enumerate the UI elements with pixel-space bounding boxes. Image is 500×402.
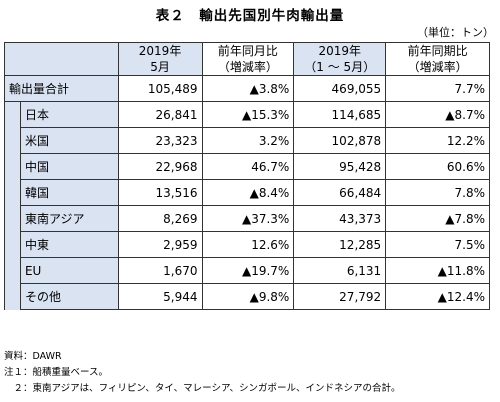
- row-label: 東南アジア: [19, 205, 119, 233]
- table-row: 韓国 13,516 ▲8.4% 66,484 7.8%: [5, 179, 490, 207]
- cell-may: 105,489: [117, 75, 203, 103]
- row-label: 輸出量合計: [4, 75, 119, 103]
- cell-yoy-month: 3.2%: [201, 127, 295, 155]
- header-ytd-line2: （1 ～ 5月）: [304, 60, 376, 75]
- header-yoy-month-line2: （増減率）: [217, 60, 278, 75]
- header-corner: [4, 41, 119, 77]
- table-row: 東南アジア 8,269 ▲37.3% 43,373 ▲7.8%: [5, 205, 490, 233]
- cell-yoy-month: ▲37.3%: [201, 205, 295, 233]
- cell-ytd: 6,131: [293, 257, 387, 285]
- header-yoy-period-line2: （増減率）: [407, 60, 468, 75]
- cell-yoy-period: ▲11.8%: [385, 257, 490, 285]
- cell-yoy-period: 60.6%: [385, 153, 490, 181]
- unit-label: （単位：トン）: [417, 26, 494, 39]
- cell-ytd: 114,685: [293, 101, 387, 129]
- footnote-2: ２：東南アジアは、フィリピン、タイ、マレーシア、シンガポール、インドネシアの合計…: [4, 383, 401, 394]
- cell-yoy-period: 7.7%: [385, 75, 490, 103]
- header-ytd: 2019年 （1 ～ 5月）: [293, 41, 387, 77]
- cell-yoy-period: ▲8.7%: [385, 101, 490, 129]
- cell-yoy-month: ▲15.3%: [201, 101, 295, 129]
- cell-yoy-month: 12.6%: [201, 231, 295, 259]
- cell-may: 22,968: [117, 153, 203, 181]
- cell-may: 13,516: [117, 179, 203, 207]
- row-label: 日本: [19, 101, 119, 129]
- cell-yoy-period: 7.8%: [385, 179, 490, 207]
- cell-ytd: 12,285: [293, 231, 387, 259]
- cell-yoy-period: ▲12.4%: [385, 283, 490, 311]
- cell-ytd: 102,878: [293, 127, 387, 155]
- header-yoy-period: 前年同期比 （増減率）: [385, 41, 490, 77]
- row-label: その他: [19, 283, 119, 311]
- cell-may: 1,670: [117, 257, 203, 285]
- header-may-line2: 5月: [150, 60, 170, 75]
- cell-yoy-month: ▲9.8%: [201, 283, 295, 311]
- cell-may: 23,323: [117, 127, 203, 155]
- table-row: 中東 2,959 12.6% 12,285 7.5%: [5, 231, 490, 259]
- table-row: その他 5,944 ▲9.8% 27,792 ▲12.4%: [5, 283, 490, 311]
- table-row: 日本 26,841 ▲15.3% 114,685 ▲8.7%: [4, 101, 490, 310]
- cell-ytd: 469,055: [293, 75, 387, 103]
- header-ytd-line1: 2019年: [318, 44, 362, 58]
- cell-ytd: 95,428: [293, 153, 387, 181]
- header-row: 2019年 5月 前年同月比 （増減率） 2019年 （1 ～ 5月） 前年同期比 （増…: [4, 41, 490, 77]
- footnotes: 資料：DAWR 注１：船積重量ベース。 ２：東南アジアは、フィリピン、タイ、マレ…: [4, 349, 401, 397]
- indent-gutter: [4, 101, 21, 310]
- cell-may: 5,944: [117, 283, 203, 311]
- header-yoy-month: 前年同月比 （増減率）: [201, 41, 295, 77]
- cell-ytd: 66,484: [293, 179, 387, 207]
- row-label: EU: [19, 257, 119, 285]
- cell-yoy-month: ▲3.8%: [201, 75, 295, 103]
- table-title: 表２ 輸出先国別牛肉輸出量: [155, 8, 345, 24]
- row-label: 韓国: [19, 179, 119, 207]
- header-may: 2019年 5月: [117, 41, 203, 77]
- cell-yoy-period: 12.2%: [385, 127, 490, 155]
- cell-yoy-period: ▲7.8%: [385, 205, 490, 233]
- cell-may: 26,841: [117, 101, 203, 129]
- cell-ytd: 43,373: [293, 205, 387, 233]
- cell-yoy-month: ▲8.4%: [201, 179, 295, 207]
- header-yoy-period-line1: 前年同期比: [407, 44, 468, 58]
- footnote-1: 注１：船積重量ベース。: [4, 367, 109, 378]
- table-row-total: 輸出量合計 105,489 ▲3.8% 469,055 7.7%: [4, 75, 490, 103]
- row-label: 米国: [19, 127, 119, 155]
- row-label: 中東: [19, 231, 119, 259]
- row-label: 中国: [19, 153, 119, 181]
- cell-yoy-month: 46.7%: [201, 153, 295, 181]
- cell-ytd: 27,792: [293, 283, 387, 311]
- table-row: EU 1,670 ▲19.7% 6,131 ▲11.8%: [5, 257, 490, 285]
- header-yoy-month-line1: 前年同月比: [217, 44, 278, 58]
- cell-may: 2,959: [117, 231, 203, 259]
- export-table: 2019年 5月 前年同月比 （増減率） 2019年 （1 ～ 5月） 前年同期比 （増…: [4, 41, 490, 311]
- table-row: 中国 22,968 46.7% 95,428 60.6%: [5, 153, 490, 181]
- cell-yoy-month: ▲19.7%: [201, 257, 295, 285]
- header-may-line1: 2019年: [138, 44, 182, 58]
- cell-may: 8,269: [117, 205, 203, 233]
- cell-yoy-period: 7.5%: [385, 231, 490, 259]
- source-note: 資料：DAWR: [4, 351, 62, 362]
- table-row: 米国 23,323 3.2% 102,878 12.2%: [5, 127, 490, 155]
